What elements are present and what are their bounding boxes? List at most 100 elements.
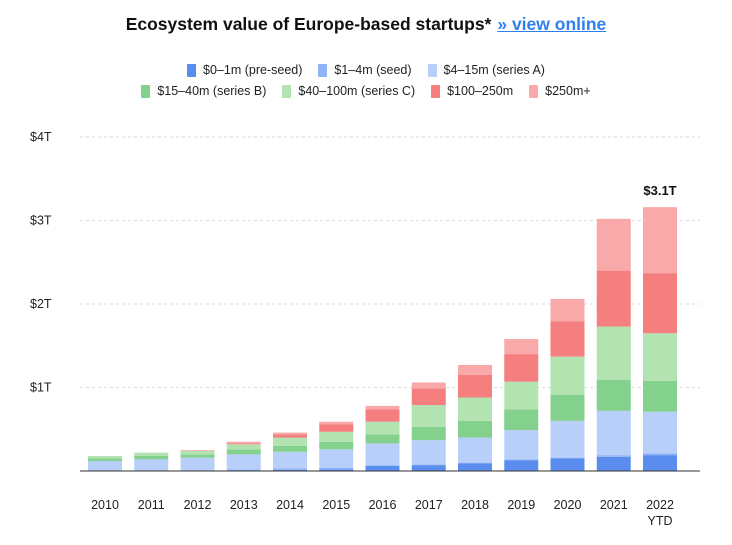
- bar-segment: [411, 388, 446, 406]
- bar-segment: [273, 451, 307, 469]
- bar-segment: [504, 430, 539, 460]
- y-tick-label: $1T: [30, 381, 52, 395]
- legend-swatch: [282, 84, 292, 98]
- total-annotation: $3.1T: [643, 183, 676, 198]
- x-tick-label: 2018: [461, 498, 489, 512]
- x-tick-label: YTD: [648, 514, 673, 528]
- bar-segment: [550, 458, 585, 471]
- bar-segment: [411, 464, 446, 466]
- legend-label: $0–1m (pre-seed): [203, 63, 303, 77]
- legend-swatch: [427, 63, 437, 77]
- bar-segment: [458, 374, 492, 398]
- y-tick-label: $4T: [30, 130, 52, 144]
- x-tick-label: 2013: [230, 498, 258, 512]
- bar-segment: [365, 465, 400, 471]
- bar-segment: [643, 380, 677, 412]
- bar-segment: [596, 455, 631, 457]
- x-tick-label: 2014: [276, 498, 304, 512]
- legend-item[interactable]: $40–100m (series C): [282, 84, 415, 98]
- legend-swatch: [318, 63, 328, 77]
- legend-item[interactable]: $100–250m: [431, 84, 513, 98]
- bar-segment: [550, 457, 585, 459]
- x-tick-label: 2011: [138, 498, 165, 512]
- bar-segment: [180, 450, 215, 451]
- x-tick-label: 2022: [646, 498, 674, 512]
- x-tick-label: 2021: [600, 498, 628, 512]
- bar-segment: [319, 431, 354, 442]
- bar-segment: [643, 455, 677, 471]
- legend-item[interactable]: $1–4m (seed): [318, 63, 412, 77]
- bar-segment: [180, 454, 215, 458]
- bar-segment: [504, 459, 539, 461]
- bar-segment: [319, 424, 354, 432]
- bar-segment: [88, 460, 122, 471]
- bar-segment: [273, 432, 307, 435]
- bar-segment: [319, 449, 354, 468]
- legend-swatch: [431, 84, 441, 98]
- bar-segment: [273, 468, 307, 470]
- bar-segment: [365, 434, 400, 444]
- bar-segment: [596, 379, 631, 411]
- bar-segment: [596, 326, 631, 380]
- bar-segment: [365, 405, 400, 410]
- bar-segment: [88, 458, 122, 461]
- bar-segment: [319, 441, 354, 450]
- y-tick-label: $2T: [30, 297, 52, 311]
- bar-segment: [596, 410, 631, 456]
- bar-segment: [643, 333, 677, 381]
- legend-label: $250m+: [545, 84, 591, 98]
- legend-swatch: [187, 63, 197, 77]
- bar-segment: [504, 409, 539, 431]
- bar-segment: [273, 437, 307, 446]
- bar-segment: [643, 453, 677, 456]
- legend-label: $40–100m (series C): [298, 84, 416, 98]
- x-tick-label: 2010: [91, 498, 119, 512]
- x-tick-label: 2017: [415, 498, 443, 512]
- bar-segment: [643, 207, 677, 274]
- bar-segment: [458, 463, 492, 471]
- legend-label: $15–40m (series B): [157, 84, 267, 98]
- bar-segment: [458, 462, 492, 464]
- bar-segment: [458, 420, 492, 438]
- bar-segment: [365, 465, 400, 466]
- bar-segment: [134, 452, 169, 456]
- legend-item[interactable]: $250m+: [529, 84, 591, 98]
- legend-item[interactable]: $0–1m (pre-seed): [187, 63, 302, 77]
- bar-segment: [226, 441, 261, 444]
- bar-segment: [596, 218, 631, 271]
- bar-segment: [88, 455, 122, 459]
- bar-segment: [550, 356, 585, 396]
- x-tick-label: 2015: [322, 498, 350, 512]
- legend-label: $1–4m (seed): [334, 63, 412, 77]
- legend-item[interactable]: $15–40m (series B): [141, 84, 266, 98]
- bar-segment: [504, 460, 539, 471]
- bar-segment: [273, 445, 307, 452]
- bar-segment: [226, 469, 261, 471]
- bar-segment: [319, 421, 354, 425]
- bar-segment: [458, 397, 492, 421]
- bar-segment: [411, 440, 446, 465]
- bar-segment: [411, 405, 446, 427]
- x-tick-label: 2012: [184, 498, 212, 512]
- y-tick-label: $3T: [30, 214, 52, 228]
- bar-segment: [226, 443, 261, 445]
- x-tick-label: 2019: [507, 498, 535, 512]
- bar-segment: [411, 465, 446, 471]
- bar-segment: [550, 420, 585, 458]
- x-tick-label: 2020: [554, 498, 582, 512]
- bar-segment: [180, 457, 215, 471]
- chart-title: Ecosystem value of Europe-based startups…: [0, 14, 732, 35]
- view-online-link[interactable]: » view online: [497, 14, 607, 34]
- bar-segment: [550, 395, 585, 421]
- legend-row-1: $0–1m (pre-seed) $1–4m (seed) $4–15m (seri…: [0, 63, 732, 77]
- bar-segment: [411, 426, 446, 441]
- bar-segment: [273, 469, 307, 471]
- legend-item[interactable]: $4–15m (series A): [427, 63, 545, 77]
- bar-segment: [319, 469, 354, 471]
- bar-segment: [550, 321, 585, 357]
- bar-segment: [134, 459, 169, 471]
- bar-segment: [458, 437, 492, 463]
- bar-segment: [365, 421, 400, 435]
- bar-segment: [643, 411, 677, 454]
- bar-segment: [458, 364, 492, 375]
